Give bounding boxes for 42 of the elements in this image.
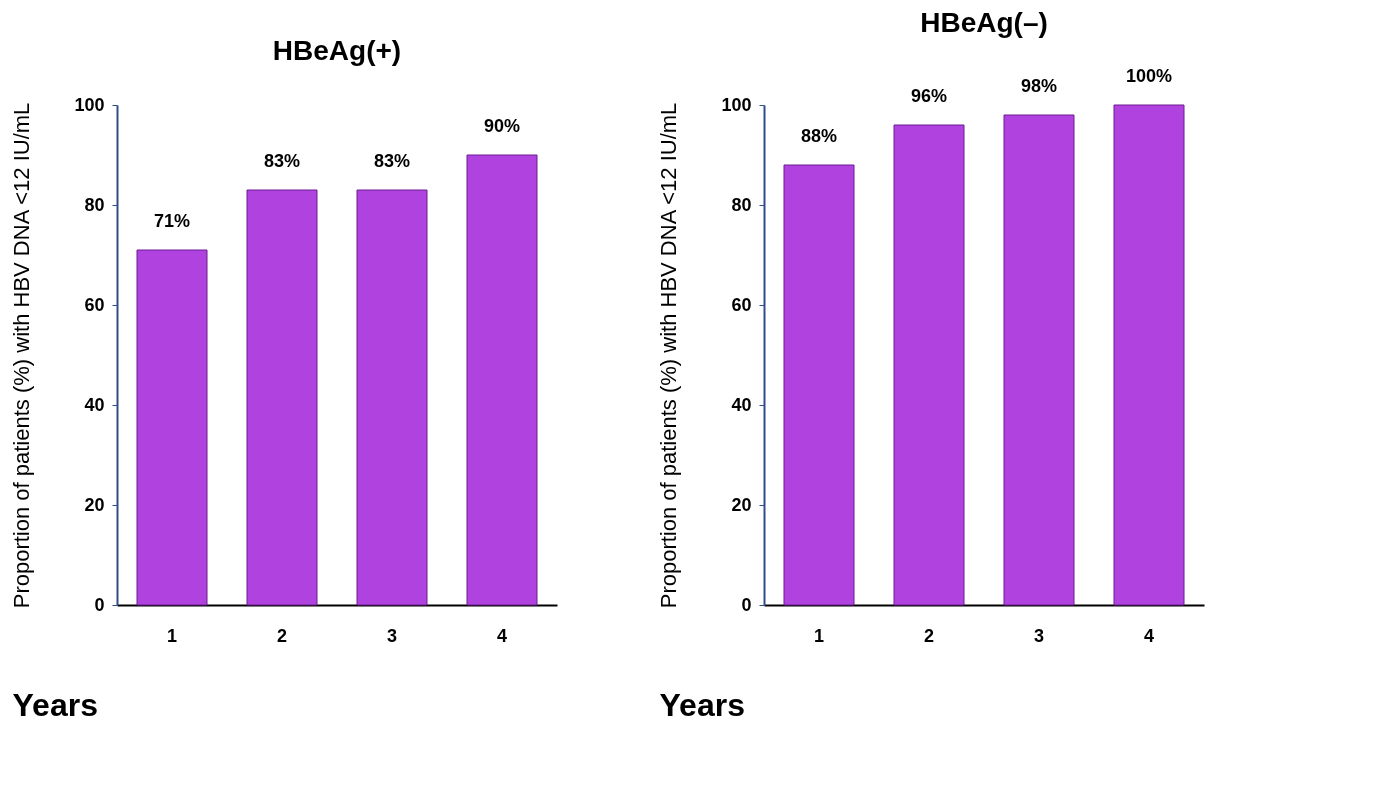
y-tick-label: 100 bbox=[721, 94, 752, 115]
data-label: 71% bbox=[153, 211, 191, 231]
y-tick-label: 40 bbox=[731, 394, 752, 415]
y-axis-title: Proportion of patients (%) with HBV DNA <12 IU/mL bbox=[656, 102, 682, 609]
data-label: 88% bbox=[800, 126, 838, 146]
data-label: 100% bbox=[1125, 66, 1173, 86]
x-tick-label: 3 bbox=[1033, 625, 1045, 646]
x-tick-label: 1 bbox=[166, 625, 178, 646]
bar bbox=[893, 124, 965, 606]
bar bbox=[1113, 104, 1185, 606]
bar bbox=[466, 154, 538, 606]
y-tick-label: 80 bbox=[731, 194, 752, 215]
x-tick-label: 2 bbox=[276, 625, 288, 646]
data-label: 98% bbox=[1020, 76, 1058, 96]
x-tick-label: 4 bbox=[1143, 625, 1155, 646]
data-label: 83% bbox=[263, 151, 301, 171]
x-tick-label: 2 bbox=[923, 625, 935, 646]
bar bbox=[356, 189, 428, 606]
bar bbox=[1003, 114, 1075, 606]
x-axis-title: Years bbox=[12, 686, 98, 723]
y-axis-title: Proportion of patients (%) with HBV DNA <12 IU/mL bbox=[9, 102, 35, 609]
y-tick-label: 100 bbox=[74, 94, 105, 115]
y-tick-label: 20 bbox=[84, 494, 105, 515]
data-label: 90% bbox=[483, 116, 521, 136]
x-axis-title: Years bbox=[659, 686, 745, 723]
chart-title: HBeAg(+) bbox=[272, 35, 402, 66]
y-tick-label: 20 bbox=[731, 494, 752, 515]
chart-title: HBeAg(–) bbox=[920, 7, 1048, 38]
y-tick-label: 0 bbox=[741, 594, 752, 615]
y-tick-label: 60 bbox=[84, 294, 105, 315]
x-tick-label: 3 bbox=[386, 625, 398, 646]
bar bbox=[246, 189, 318, 606]
data-label: 96% bbox=[910, 86, 948, 106]
bar bbox=[136, 249, 208, 606]
y-tick-label: 80 bbox=[84, 194, 105, 215]
bar bbox=[783, 164, 855, 606]
data-label: 83% bbox=[373, 151, 411, 171]
y-tick-label: 60 bbox=[731, 294, 752, 315]
y-tick-label: 40 bbox=[84, 394, 105, 415]
x-tick-label: 4 bbox=[496, 625, 508, 646]
x-tick-label: 1 bbox=[813, 625, 825, 646]
y-tick-label: 0 bbox=[94, 594, 105, 615]
